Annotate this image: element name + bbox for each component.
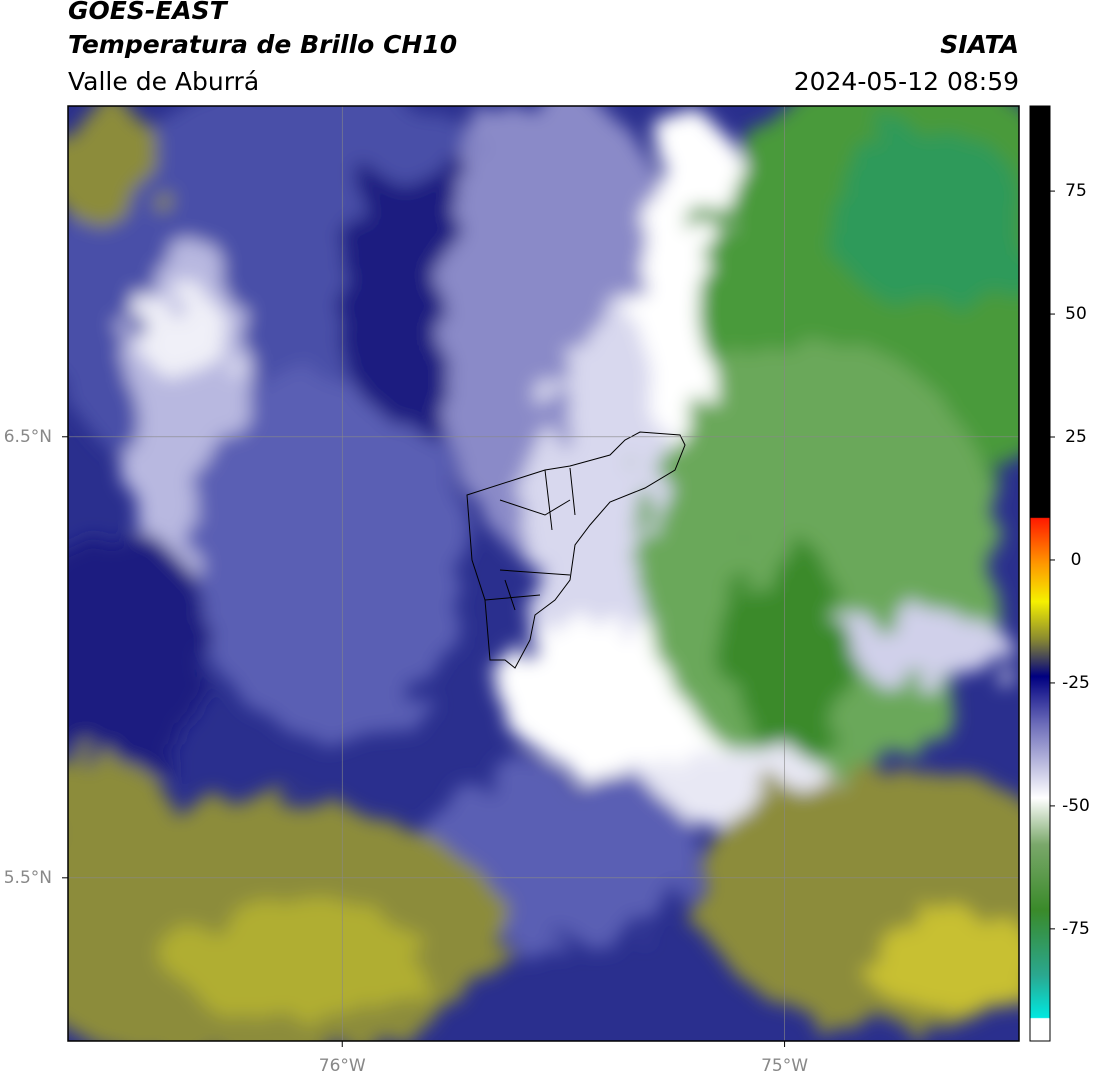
map-frame bbox=[67, 105, 1020, 1042]
lon-label: 76°W bbox=[319, 1056, 366, 1076]
colorbar-label: -75 bbox=[1062, 919, 1090, 939]
lat-label: 5.5°N bbox=[4, 868, 52, 888]
graticule bbox=[68, 106, 1019, 1041]
source-label: SIATA bbox=[940, 30, 1019, 59]
colorbar-label: 25 bbox=[1065, 427, 1087, 447]
colorbar-label: -50 bbox=[1062, 796, 1090, 816]
colorbar-label: 75 bbox=[1065, 181, 1087, 201]
colorbar-label: -25 bbox=[1062, 673, 1090, 693]
satellite-imagery bbox=[68, 106, 1019, 1041]
timestamp: 2024-05-12 08:59 bbox=[794, 67, 1019, 96]
colorbar-label: 50 bbox=[1065, 304, 1087, 324]
lon-label: 75°W bbox=[761, 1056, 808, 1076]
title-block: GOES-EAST Temperatura de Brillo CH10 Val… bbox=[68, 0, 1019, 96]
colorbar bbox=[1029, 105, 1051, 1042]
lat-label: 6.5°N bbox=[4, 427, 52, 447]
valley-outline bbox=[466, 431, 686, 669]
colorbar-label: 0 bbox=[1071, 550, 1082, 570]
region-label: Valle de Aburrá bbox=[68, 67, 259, 96]
product-title: Temperatura de Brillo CH10 bbox=[68, 30, 457, 59]
satellite-title: GOES-EAST bbox=[68, 0, 229, 25]
